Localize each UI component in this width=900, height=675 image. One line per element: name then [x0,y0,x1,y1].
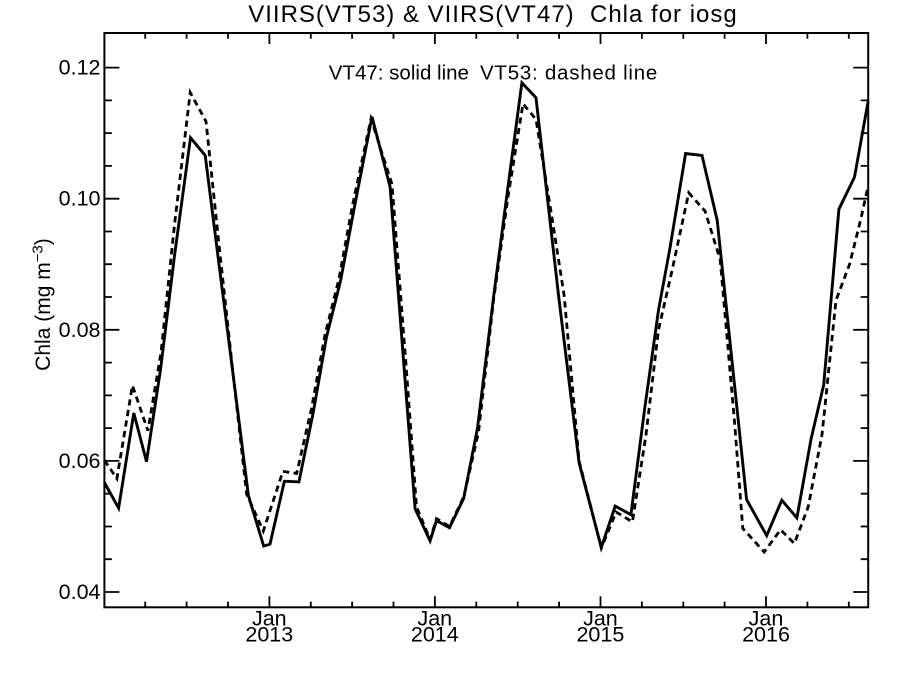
svg-text:0.10: 0.10 [59,187,101,211]
svg-text:0.06: 0.06 [59,449,101,473]
svg-text:VT47: solid line: VT47: solid line [329,62,469,85]
svg-text:2014: 2014 [411,623,459,647]
svg-text:2013: 2013 [245,623,293,647]
svg-text:2016: 2016 [742,623,790,647]
svg-text:Jan: Jan [417,606,452,630]
svg-text:0.08: 0.08 [59,318,101,342]
svg-text:Jan: Jan [252,606,287,630]
svg-text:Jan: Jan [583,606,618,630]
svg-text:Jan: Jan [749,606,784,630]
svg-text:2015: 2015 [576,623,624,647]
svg-text:VT53: dashed line: VT53: dashed line [480,62,658,85]
svg-text:0.04: 0.04 [59,580,101,604]
svg-text:0.12: 0.12 [59,56,101,80]
svg-text:VIIRS(VT53) & VIIRS(VT47) Chl: VIIRS(VT53) & VIIRS(VT47) Chla for iosg [248,1,737,28]
